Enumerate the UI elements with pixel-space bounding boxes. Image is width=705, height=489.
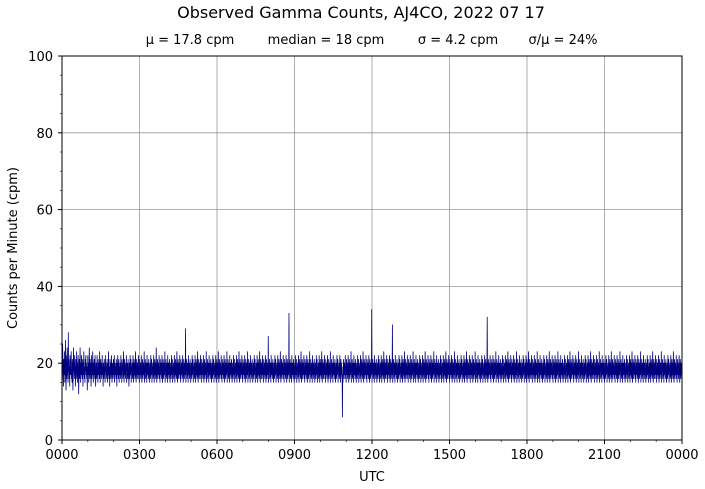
y-tick-label: 0 (45, 434, 53, 449)
chart-title: Observed Gamma Counts, AJ4CO, 2022 07 17 (177, 3, 545, 22)
x-tick-label: 0300 (123, 448, 156, 463)
y-tick-label: 100 (28, 50, 53, 65)
x-tick-label: 0600 (200, 448, 233, 463)
x-tick-label: 0900 (278, 448, 311, 463)
series-line-0 (61, 309, 683, 418)
stat-mean: μ = 17.8 cpm (146, 33, 235, 48)
x-tick-label: 2100 (588, 448, 621, 463)
x-axis-label: UTC (359, 470, 385, 485)
x-tick-label: 0000 (45, 448, 78, 463)
y-tick-label: 80 (36, 127, 53, 142)
x-tick-label: 1500 (433, 448, 466, 463)
axis-ticks: 0000 0300 0600 0900 1200 1500 1800 2100 00000204… (28, 50, 698, 463)
stat-median: median = 18 cpm (268, 33, 385, 48)
y-axis-label: Counts per Minute (cpm) (6, 167, 21, 329)
stat-sigma: σ = 4.2 cpm (418, 33, 498, 48)
x-tick-label: 0000 (665, 448, 698, 463)
y-tick-label: 20 (36, 357, 53, 372)
series-layer (61, 309, 683, 418)
x-tick-label: 1200 (355, 448, 388, 463)
stat-ratio: σ/μ = 24% (529, 33, 598, 48)
y-tick-label: 40 (36, 280, 53, 295)
y-tick-label: 60 (36, 204, 53, 219)
x-tick-label: 1800 (510, 448, 543, 463)
